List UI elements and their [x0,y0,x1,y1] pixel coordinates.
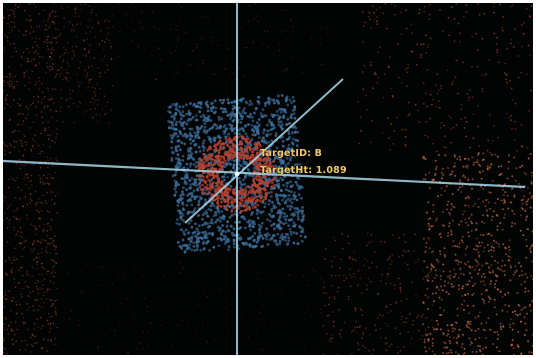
crosshair-diagonal-axis [184,78,344,224]
point-cloud-viewport[interactable]: TargetID: B TargetHt: 1.089 [3,3,533,355]
terrain-point-cloud [3,3,533,355]
crosshair [3,3,526,355]
target-id-label: TargetID: B [260,148,323,159]
crosshair-horizontal-axis [3,159,526,189]
crosshair-center-point [234,171,240,177]
target-height-label: TargetHt: 1.089 [260,165,347,176]
point-cloud-canvas[interactable] [3,3,533,355]
